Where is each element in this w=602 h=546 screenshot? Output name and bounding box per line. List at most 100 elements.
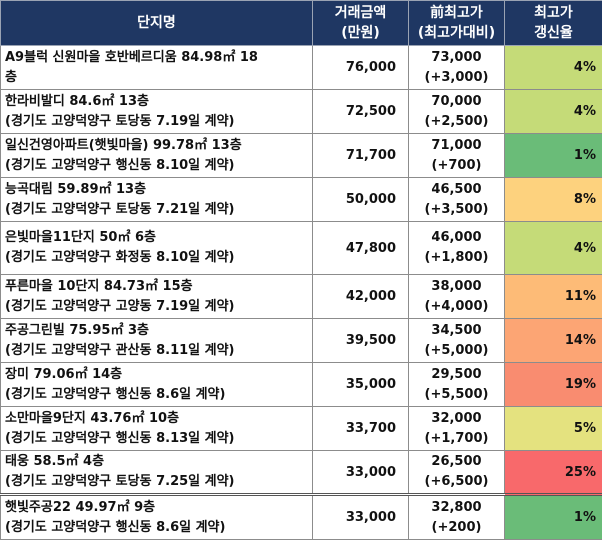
complex-name: 한라비발디 84.6㎡ 13층 [5, 93, 149, 109]
renewal-rate-cell: 4% [504, 89, 602, 134]
trade-price-cell: 33,700 [312, 406, 409, 451]
complex-name-cell: 일신건영아파트(햇빛마을) 99.78㎡ 13층 (경기도 고양덕양구 행신동 8… [0, 133, 313, 178]
complex-name-cell: 햇빛주공22 49.97㎡ 9층 (경기도 고양덕양구 행신동 8.6일 계약) [0, 493, 313, 540]
prev-high-diff: (+6,500) [424, 474, 489, 489]
prev-high-value: 46,500 [431, 181, 482, 197]
complex-name-cell: 능곡대림 59.89㎡ 13층 (경기도 고양덕양구 토당동 7.21일 계약) [0, 177, 313, 222]
renewal-rate-cell: 19% [504, 362, 602, 407]
complex-name: 일신건영아파트(햇빛마을) 99.78㎡ 13층 [5, 137, 242, 153]
table-row: 푸른마을 10단지 84.73㎡ 15층 (경기도 고양덕양구 고양동 7.19일… [0, 274, 602, 319]
complex-name-cell: 장미 79.06㎡ 14층 (경기도 고양덕양구 행신동 8.6일 계약) [0, 362, 313, 407]
prev-high-value: 26,500 [431, 454, 482, 469]
prev-high-value: 29,500 [431, 366, 482, 382]
complex-name: 태웅 58.5㎡ 4층 [5, 454, 105, 469]
complex-name-cell: 소만마을9단지 43.76㎡ 10층 (경기도 고양덕양구 행신동 8.13일 계… [0, 406, 313, 451]
complex-name: 햇빛주공22 49.97㎡ 9층 [5, 499, 156, 515]
prev-high-diff: (+2,500) [424, 113, 489, 129]
prev-high-diff: (+3,500) [424, 201, 489, 217]
table-row: 능곡대림 59.89㎡ 13층 (경기도 고양덕양구 토당동 7.21일 계약) 5… [0, 177, 602, 222]
prev-high-diff: (+4,000) [424, 298, 489, 314]
prev-high-diff: (+1,700) [424, 430, 489, 446]
complex-name: 푸른마을 10단지 84.73㎡ 15층 [5, 278, 193, 294]
prev-high-cell: 71,000 (+700) [408, 133, 505, 178]
trade-price-cell: 33,000 [312, 493, 409, 540]
renewal-rate-cell: 1% [504, 133, 602, 178]
complex-name-cell: A9블럭 신원마을 호반베르디움 84.98㎡ 18 층 [0, 45, 313, 90]
table-row: 장미 79.06㎡ 14층 (경기도 고양덕양구 행신동 8.6일 계약) 35,0… [0, 362, 602, 407]
complex-location: (경기도 고양덕양구 행신동 8.10일 계약) [5, 157, 235, 173]
prev-high-diff: (+700) [431, 157, 482, 173]
trade-price-cell: 47,800 [312, 221, 409, 275]
prev-high-cell: 32,800 (+200) [408, 493, 505, 540]
renewal-rate-cell: 5% [504, 406, 602, 451]
prev-high-cell: 32,000 (+1,700) [408, 406, 505, 451]
header-price: 거래금액 (만원) [312, 0, 409, 46]
header-row: 단지명 거래금액 (만원) 前최고가 (최고가대비) 최고가 갱신율 [0, 0, 602, 46]
complex-location: (경기도 고양덕양구 행신동 8.13일 계약) [5, 430, 235, 446]
complex-name-cell: 한라비발디 84.6㎡ 13층 (경기도 고양덕양구 토당동 7.19일 계약) [0, 89, 313, 134]
table-row: A9블럭 신원마을 호반베르디움 84.98㎡ 18 층 76,000 73,000 (… [0, 45, 602, 90]
renewal-rate-cell: 11% [504, 274, 602, 319]
complex-name: A9블럭 신원마을 호반베르디움 84.98㎡ 18 [5, 49, 258, 65]
complex-location: (경기도 고양덕양구 토당동 7.21일 계약) [5, 201, 235, 217]
table-row: 한라비발디 84.6㎡ 13층 (경기도 고양덕양구 토당동 7.19일 계약) 7… [0, 89, 602, 134]
renewal-rate-cell: 14% [504, 318, 602, 363]
table-row: 태웅 58.5㎡ 4층 (경기도 고양덕양구 토당동 7.25일 계약) 33,00… [0, 450, 602, 495]
complex-location: (경기도 고양덕양구 토당동 7.19일 계약) [5, 113, 235, 129]
prev-high-cell: 38,000 (+4,000) [408, 274, 505, 319]
table-row: 주공그린빌 75.95㎡ 3층 (경기도 고양덕양구 관산동 8.11일 계약) 3… [0, 318, 602, 363]
prev-high-cell: 46,500 (+3,500) [408, 177, 505, 222]
prev-high-cell: 70,000 (+2,500) [408, 89, 505, 134]
complex-location: (경기도 고양덕양구 관산동 8.11일 계약) [5, 342, 235, 358]
prev-high-value: 70,000 [431, 93, 482, 109]
trade-price-cell: 39,500 [312, 318, 409, 363]
complex-location: (경기도 고양덕양구 행신동 8.6일 계약) [5, 519, 226, 535]
table-row: 일신건영아파트(햇빛마을) 99.78㎡ 13층 (경기도 고양덕양구 행신동 8… [0, 133, 602, 178]
renewal-rate-cell: 4% [504, 221, 602, 275]
complex-name: 능곡대림 59.89㎡ 13층 [5, 181, 147, 197]
prev-high-cell: 26,500 (+6,500) [408, 450, 505, 495]
prev-high-diff: (+5,000) [424, 342, 489, 358]
prev-high-value: 34,500 [431, 322, 482, 338]
complex-name: 주공그린빌 75.95㎡ 3층 [5, 322, 149, 338]
table-row: 은빛마을11단지 50㎡ 6층 (경기도 고양덕양구 화정동 8.10일 계약) 4… [0, 221, 602, 275]
renewal-rate-cell: 8% [504, 177, 602, 222]
prev-high-diff: (+5,500) [424, 386, 489, 402]
header-prev-high: 前최고가 (최고가대비) [408, 0, 505, 46]
complex-name: 은빛마을11단지 50㎡ 6층 [5, 230, 156, 245]
complex-name: 소만마을9단지 43.76㎡ 10층 [5, 410, 180, 426]
trade-price-cell: 72,500 [312, 89, 409, 134]
prev-high-value: 32,800 [431, 499, 482, 515]
renewal-rate-cell: 1% [504, 493, 602, 540]
complex-name-cell: 은빛마을11단지 50㎡ 6층 (경기도 고양덕양구 화정동 8.10일 계약) [0, 221, 313, 275]
complex-name-cell: 주공그린빌 75.95㎡ 3층 (경기도 고양덕양구 관산동 8.11일 계약) [0, 318, 313, 363]
complex-name-cell: 푸른마을 10단지 84.73㎡ 15층 (경기도 고양덕양구 고양동 7.19일… [0, 274, 313, 319]
renewal-rate-cell: 4% [504, 45, 602, 90]
trade-price-cell: 33,000 [312, 450, 409, 495]
prev-high-value: 46,000 [431, 230, 482, 245]
prev-high-value: 73,000 [431, 49, 482, 65]
prev-high-value: 38,000 [431, 278, 482, 294]
header-rate: 최고가 갱신율 [504, 0, 602, 46]
prev-high-diff: (+200) [431, 519, 482, 535]
complex-location: (경기도 고양덕양구 행신동 8.6일 계약) [5, 386, 226, 402]
complex-location: (경기도 고양덕양구 토당동 7.25일 계약) [5, 474, 235, 489]
trade-price-cell: 35,000 [312, 362, 409, 407]
prev-high-cell: 29,500 (+5,500) [408, 362, 505, 407]
trade-price-cell: 42,000 [312, 274, 409, 319]
prev-high-value: 32,000 [431, 410, 482, 426]
prev-high-cell: 73,000 (+3,000) [408, 45, 505, 90]
header-name: 단지명 [0, 0, 313, 46]
complex-location: 층 [5, 69, 17, 85]
complex-name-cell: 태웅 58.5㎡ 4층 (경기도 고양덕양구 토당동 7.25일 계약) [0, 450, 313, 495]
trade-price-cell: 71,700 [312, 133, 409, 178]
complex-name: 장미 79.06㎡ 14층 [5, 366, 123, 382]
table-row: 소만마을9단지 43.76㎡ 10층 (경기도 고양덕양구 행신동 8.13일 계… [0, 406, 602, 451]
trade-price-cell: 50,000 [312, 177, 409, 222]
trade-price-cell: 76,000 [312, 45, 409, 90]
prev-high-cell: 46,000 (+1,800) [408, 221, 505, 275]
complex-location: (경기도 고양덕양구 고양동 7.19일 계약) [5, 298, 235, 314]
prev-high-diff: (+1,800) [424, 250, 489, 265]
table-row: 햇빛주공22 49.97㎡ 9층 (경기도 고양덕양구 행신동 8.6일 계약) 3… [0, 493, 602, 540]
